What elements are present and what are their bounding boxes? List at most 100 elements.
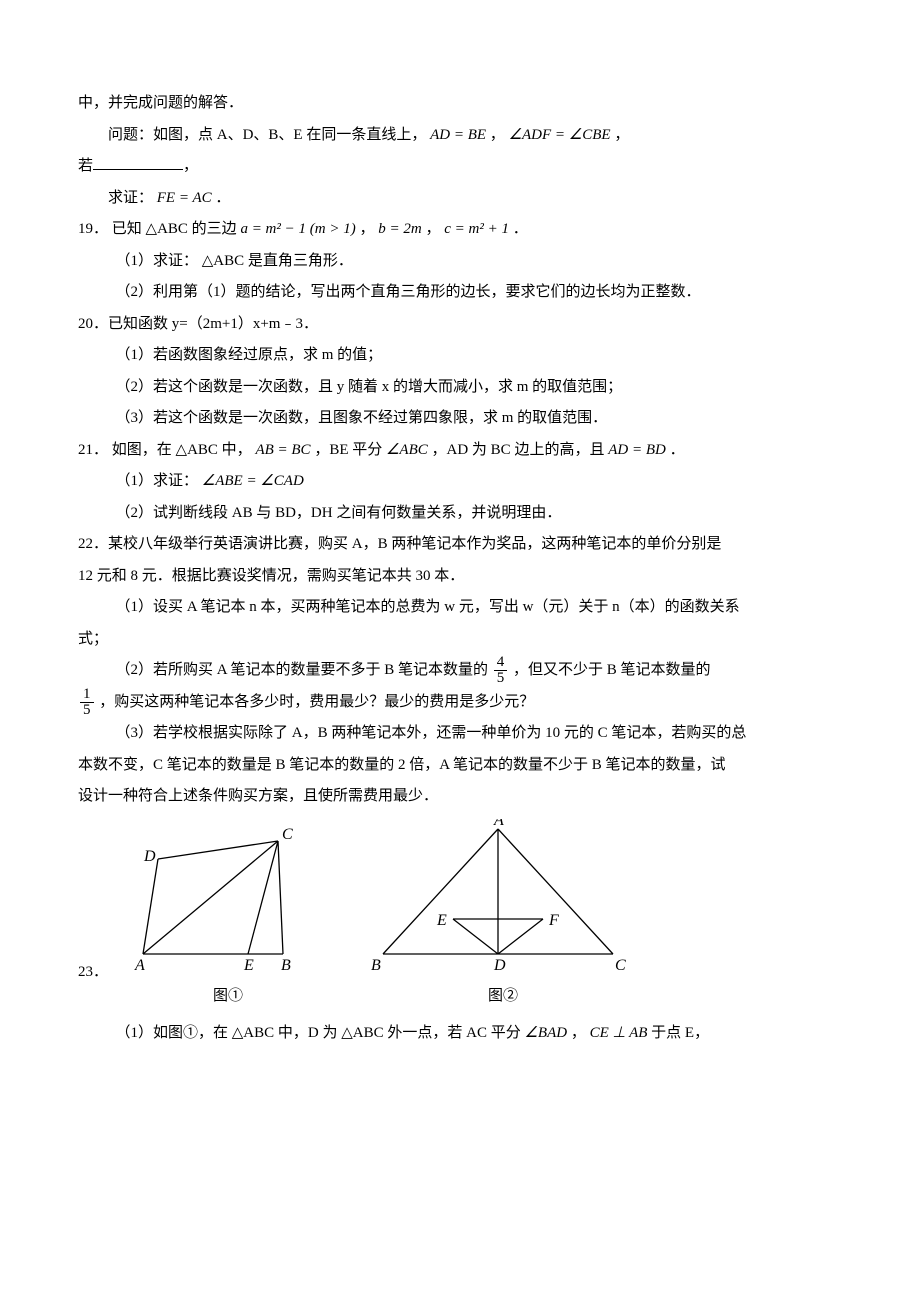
q23-num: 23．	[78, 957, 108, 1019]
q19-1-m: △ABC	[202, 253, 244, 269]
figure-1-wrap: A B E C D 图①	[128, 819, 328, 1013]
intro3-end: ，	[183, 158, 198, 174]
frac-1-5-d: 5	[80, 703, 94, 718]
q21-m1: △ABC	[176, 442, 218, 458]
q20-3: （3）若这个函数是一次函数，且图象不经过第四象限，求 m 的取值范围．	[78, 403, 842, 435]
figure-1-caption: 图①	[128, 981, 328, 1013]
q23-1-m3: ∠BAD	[524, 1025, 567, 1041]
q21-1-pre: （1）求证：	[116, 473, 199, 489]
q22-3c: 设计一种符合上述条件购买方案，且使所需费用最少．	[78, 781, 842, 813]
intro2-pre: 问题：如图，点 A、D、B、E 在同一条直线上，	[108, 127, 426, 143]
q19-mid2: ，	[359, 221, 378, 237]
svg-text:D: D	[493, 957, 506, 974]
q21-pre: 如图，在	[112, 442, 172, 458]
frac-4-5: 45	[494, 655, 508, 686]
figure-2-wrap: A B C D E F 图②	[368, 819, 638, 1013]
svg-text:E: E	[243, 957, 254, 974]
q21-2: （2）试判断线段 AB 与 BD，DH 之间有何数量关系，并说明理由．	[78, 498, 842, 530]
q19-mid1: 的三边	[192, 221, 241, 237]
frac-4-5-d: 5	[494, 671, 508, 686]
q22-1a: （1）设买 A 笔记本 n 本，买两种笔记本的总费为 w 元，写出 w（元）关于…	[78, 592, 842, 624]
q22-2b-end: ，购买这两种笔记本各多少时，费用最少？最少的费用是多少元？	[99, 694, 534, 710]
q19-1-pre: （1）求证：	[116, 253, 199, 269]
q21-end: ．	[670, 442, 685, 458]
q22-l1-text: 某校八年级举行英语演讲比赛，购买 A，B 两种笔记本作为奖品，这两种笔记本的单价…	[108, 536, 721, 552]
frac-1-5-n: 1	[80, 687, 94, 703]
intro3-pre: 若	[78, 158, 93, 174]
q19-pre: 已知	[112, 221, 142, 237]
q19-m2: b = 2m	[378, 221, 421, 237]
q21-m2: AB = BC	[255, 442, 310, 458]
q21-m3: ∠ABC	[386, 442, 428, 458]
q21-1-m: ∠ABE = ∠CAD	[202, 473, 304, 489]
intro-line-1: 中，并完成问题的解答．	[78, 88, 842, 120]
figure-row: A B E C D 图① A B C D E F 图②	[108, 819, 638, 1013]
q22-2a-mid: ，但又不少于 B 笔记本数量的	[513, 662, 711, 678]
q19-1-end: 是直角三角形．	[248, 253, 353, 269]
q23-1-mid1: 中，D 为	[278, 1025, 338, 1041]
frac-4-5-n: 4	[494, 655, 508, 671]
svg-text:E: E	[436, 912, 447, 929]
q19-mid3: ，	[425, 221, 444, 237]
q19-1: （1）求证： △ABC 是直角三角形．	[78, 246, 842, 278]
figure-2: A B C D E F	[368, 819, 638, 979]
q21-mid1: 中，	[222, 442, 252, 458]
q21-mid3: ，AD 为 BC 边上的高，且	[432, 442, 609, 458]
q19: 19． 已知 △ABC 的三边 a = m² − 1 (m > 1) ， b =…	[78, 214, 842, 246]
q22-2a-pre: （2）若所购买 A 笔记本的数量要不多于 B 笔记本数量的	[116, 662, 492, 678]
q19-tri: △ABC	[146, 221, 188, 237]
q21: 21． 如图，在 △ABC 中， AB = BC ，BE 平分 ∠ABC ，AD…	[78, 435, 842, 467]
svg-text:F: F	[548, 912, 559, 929]
q21-m4: AD = BD	[608, 442, 666, 458]
q23-1-mid2: 外一点，若 AC 平分	[387, 1025, 520, 1041]
q20-num: 20．	[78, 316, 108, 332]
q23-1-m4: CE ⊥ AB	[590, 1025, 648, 1041]
q19-2: （2）利用第（1）题的结论，写出两个直角三角形的边长，要求它们的边长均为正整数．	[78, 277, 842, 309]
q22-l1: 22．某校八年级举行英语演讲比赛，购买 A，B 两种笔记本作为奖品，这两种笔记本…	[78, 529, 842, 561]
q23-1-m2: △ABC	[341, 1025, 383, 1041]
svg-text:C: C	[615, 957, 626, 974]
intro-line-3: 若，	[78, 151, 842, 183]
q23-1-pre: （1）如图①，在	[116, 1025, 229, 1041]
q22-l2: 12 元和 8 元．根据比赛设奖情况，需购买笔记本共 30 本．	[78, 561, 842, 593]
svg-text:C: C	[282, 826, 293, 843]
q21-mid2: ，BE 平分	[314, 442, 382, 458]
intro2-m1: AD = BE	[430, 127, 486, 143]
figure-1: A B E C D	[128, 819, 328, 979]
intro2-end: ，	[614, 127, 629, 143]
q22-2a: （2）若所购买 A 笔记本的数量要不多于 B 笔记本数量的 45 ，但又不少于 …	[78, 655, 842, 687]
q21-num: 21．	[78, 442, 108, 458]
q20-body: 已知函数 y=（2m+1）x+m﹣3．	[108, 316, 318, 332]
q22-num: 22．	[78, 536, 108, 552]
intro4-end: ．	[215, 190, 230, 206]
q23-1-mid3: ，	[571, 1025, 586, 1041]
svg-text:B: B	[281, 957, 291, 974]
q20-2: （2）若这个函数是一次函数，且 y 随着 x 的增大而减小，求 m 的取值范围；	[78, 372, 842, 404]
intro2-mid: ，	[490, 127, 505, 143]
q22-3b: 本数不变，C 笔记本的数量是 B 笔记本的数量的 2 倍，A 笔记本的数量不少于…	[78, 750, 842, 782]
fill-blank	[93, 154, 183, 170]
frac-1-5: 15	[80, 687, 94, 718]
q19-end: ．	[513, 221, 528, 237]
intro-line-2: 问题：如图，点 A、D、B、E 在同一条直线上， AD = BE ， ∠ADF …	[78, 120, 842, 152]
q19-num: 19．	[78, 221, 108, 237]
svg-text:D: D	[143, 848, 156, 865]
q23-1: （1）如图①，在 △ABC 中，D 为 △ABC 外一点，若 AC 平分 ∠BA…	[78, 1018, 842, 1050]
svg-text:A: A	[493, 819, 504, 829]
figure-2-caption: 图②	[368, 981, 638, 1013]
svg-text:A: A	[134, 957, 145, 974]
q22-1b: 式；	[78, 624, 842, 656]
intro4-m: FE = AC	[157, 190, 212, 206]
q21-1: （1）求证： ∠ABE = ∠CAD	[78, 466, 842, 498]
q23-1-m1: △ABC	[232, 1025, 274, 1041]
svg-text:B: B	[371, 957, 381, 974]
q19-m3: c = m² + 1	[444, 221, 509, 237]
intro-line-4: 求证： FE = AC ．	[78, 183, 842, 215]
q22-3a: （3）若学校根据实际除了 A，B 两种笔记本外，还需一种单价为 10 元的 C …	[78, 718, 842, 750]
q20: 20．已知函数 y=（2m+1）x+m﹣3．	[78, 309, 842, 341]
q23-1-end: 于点 E，	[651, 1025, 709, 1041]
intro4-pre: 求证：	[108, 190, 153, 206]
intro2-m2: ∠ADF = ∠CBE	[509, 127, 611, 143]
q19-m1: a = m² − 1 (m > 1)	[240, 221, 355, 237]
q22-2b: 15 ，购买这两种笔记本各多少时，费用最少？最少的费用是多少元？	[78, 687, 842, 719]
